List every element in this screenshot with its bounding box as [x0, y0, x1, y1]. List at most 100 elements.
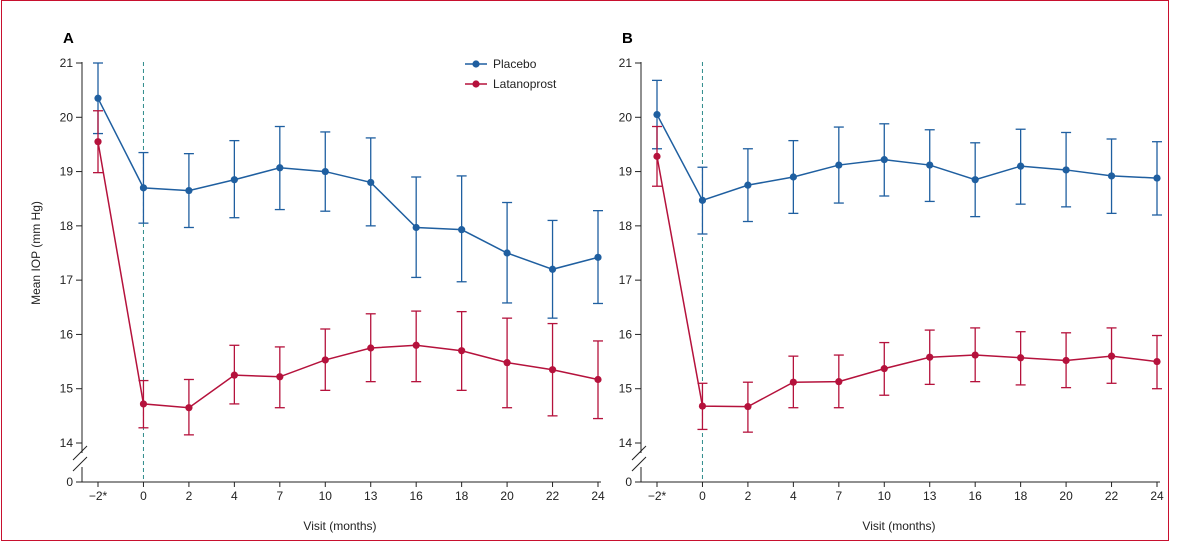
- x-tick-label: 16: [969, 489, 983, 503]
- series-line: [97, 97, 599, 271]
- series-line: [97, 141, 599, 409]
- data-point: [835, 378, 843, 386]
- data-point: [835, 161, 843, 169]
- x-tick-label: 16: [410, 489, 424, 503]
- data-point: [548, 265, 557, 273]
- y-tick-label: 15: [60, 382, 74, 396]
- x-tick-label: 13: [923, 489, 937, 503]
- data-point: [653, 152, 661, 160]
- data-point: [1062, 356, 1070, 365]
- x-tick-label: −2*: [89, 489, 108, 503]
- data-point: [653, 110, 661, 119]
- data-point: [321, 356, 329, 364]
- series-line: [656, 114, 1158, 202]
- y-tick-label: 21: [60, 56, 74, 70]
- data-point: [412, 223, 420, 232]
- y-tick-label: 15: [619, 382, 633, 396]
- x-tick-label: 24: [591, 489, 605, 503]
- x-tick-label: 22: [1105, 489, 1119, 503]
- y-tick-label: 17: [60, 273, 74, 287]
- data-point: [926, 353, 934, 361]
- x-tick-label: 10: [878, 489, 892, 503]
- axis-break-mark: [631, 445, 647, 461]
- data-point: [880, 365, 888, 373]
- x-tick-label: 13: [364, 489, 378, 503]
- series-placebo: [652, 79, 1162, 235]
- data-point: [367, 178, 375, 187]
- legend-entry-latanoprost: Latanoprost: [493, 77, 557, 91]
- data-point: [139, 184, 148, 192]
- y-tick-label: 19: [619, 165, 633, 179]
- data-point: [503, 249, 511, 257]
- y-tick-label: 20: [619, 110, 633, 124]
- x-tick-label: 22: [546, 489, 560, 503]
- series-placebo: [93, 62, 603, 319]
- x-tick-label: 4: [790, 489, 797, 503]
- data-point: [971, 176, 979, 184]
- x-tick-label: 0: [140, 489, 147, 503]
- data-point: [458, 226, 466, 234]
- data-point: [698, 402, 707, 410]
- y-tick-label: 17: [619, 273, 633, 287]
- y-tick-label: 19: [60, 165, 74, 179]
- x-axis-title: Visit (months): [862, 519, 935, 533]
- data-point: [139, 400, 148, 408]
- data-point: [185, 186, 193, 195]
- data-point: [276, 164, 284, 172]
- y-tick-label: 18: [619, 219, 633, 233]
- axis-break-mark: [631, 456, 647, 472]
- data-point: [1107, 352, 1116, 360]
- series-line: [656, 156, 1158, 408]
- data-point: [594, 375, 602, 384]
- y-tick-label: 14: [619, 436, 633, 450]
- data-point: [789, 378, 797, 386]
- data-point: [94, 94, 102, 102]
- data-point: [230, 371, 238, 379]
- y-tick-label: 20: [60, 110, 74, 124]
- x-tick-label: 20: [500, 489, 514, 503]
- axis-break-mark: [72, 456, 88, 472]
- data-point: [1107, 172, 1116, 180]
- x-tick-label: 18: [455, 489, 469, 503]
- x-tick-label: 2: [186, 489, 193, 503]
- data-point: [548, 366, 557, 374]
- legend: Placebo Latanoprost: [465, 57, 557, 91]
- x-tick-label: 0: [699, 489, 706, 503]
- y-tick-label: 0: [625, 475, 632, 489]
- y-axis-title: Mean IOP (mm Hg): [29, 201, 43, 305]
- legend-entry-placebo: Placebo: [493, 57, 537, 71]
- data-point: [1017, 162, 1025, 170]
- x-tick-label: −2*: [648, 489, 667, 503]
- panel-label: A: [63, 30, 74, 47]
- y-tick-label: 0: [66, 475, 73, 489]
- data-point: [880, 156, 888, 164]
- legend-swatch-point: [472, 80, 480, 88]
- y-tick-label: 18: [60, 219, 74, 233]
- data-point: [1017, 354, 1025, 362]
- x-tick-label: 20: [1059, 489, 1073, 503]
- x-tick-label: 7: [276, 489, 283, 503]
- data-point: [276, 373, 284, 381]
- data-point: [412, 341, 420, 349]
- y-tick-label: 14: [60, 436, 74, 450]
- data-point: [971, 351, 979, 359]
- data-point: [185, 404, 193, 412]
- data-point: [1062, 166, 1070, 174]
- y-tick-label: 16: [60, 327, 74, 341]
- data-point: [744, 181, 752, 189]
- series-latanoprost: [652, 125, 1162, 433]
- x-tick-label: 18: [1014, 489, 1028, 503]
- x-tick-label: 7: [835, 489, 842, 503]
- data-point: [744, 403, 752, 411]
- data-point: [1153, 357, 1161, 366]
- data-point: [594, 253, 602, 261]
- legend-swatch-point: [472, 60, 480, 68]
- series-latanoprost: [93, 110, 603, 436]
- y-tick-label: 21: [619, 56, 633, 70]
- panel-label: B: [622, 30, 633, 47]
- axis-break-mark: [72, 445, 88, 461]
- data-point: [1153, 174, 1161, 182]
